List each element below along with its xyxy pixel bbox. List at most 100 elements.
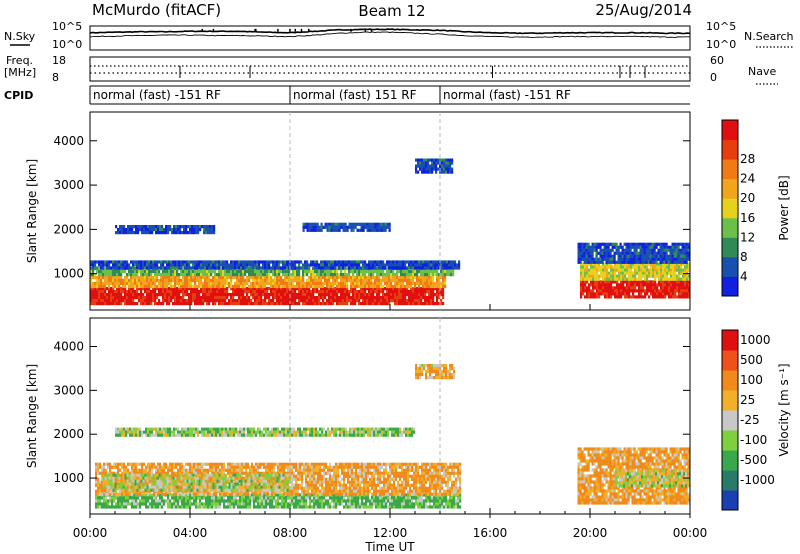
heatmap-cell	[344, 278, 347, 283]
heatmap-cell	[276, 302, 279, 306]
heatmap-cell	[408, 299, 411, 303]
heatmap-cell	[366, 225, 369, 229]
heatmap-cell	[126, 275, 129, 280]
heatmap-cell	[638, 271, 641, 275]
heatmap-cell	[166, 273, 169, 277]
heatmap-cell	[668, 280, 671, 284]
heatmap-cell	[624, 280, 627, 284]
heatmap-cell	[205, 231, 208, 235]
heatmap-cell	[644, 262, 647, 266]
heatmap-cell	[321, 496, 324, 500]
heatmap-cell	[210, 270, 213, 274]
heatmap-cell	[420, 287, 423, 291]
heatmap-cell	[686, 286, 689, 290]
heatmap-cell	[109, 499, 112, 503]
heatmap-cell	[224, 260, 227, 264]
heatmap-cell	[594, 274, 597, 278]
heatmap-cell	[674, 295, 677, 299]
heatmap-cell	[128, 263, 131, 267]
heatmap-cell	[586, 268, 589, 272]
heatmap-cell	[218, 270, 221, 274]
heatmap-cell	[618, 268, 621, 272]
heatmap-cell	[153, 225, 156, 229]
heatmap-cell	[134, 278, 137, 283]
heatmap-cell	[445, 164, 448, 168]
heatmap-cell	[629, 248, 632, 252]
heatmap-cell	[95, 477, 98, 481]
heatmap-cell	[667, 248, 670, 252]
heatmap-cell	[672, 295, 675, 299]
heatmap-cell	[635, 254, 638, 258]
heatmap-cell	[254, 270, 257, 274]
heatmap-cell	[236, 284, 239, 289]
heatmap-cell	[330, 270, 333, 274]
heatmap-cell	[193, 496, 196, 500]
heatmap-cell	[592, 262, 595, 266]
heatmap-cell	[662, 286, 665, 290]
heatmap-cell	[620, 277, 623, 281]
heatmap-cell	[609, 242, 612, 246]
heatmap-cell	[392, 296, 395, 300]
heatmap-cell	[600, 268, 603, 272]
heatmap-cell	[436, 287, 439, 291]
heatmap-cell	[602, 283, 605, 287]
heatmap-cell	[591, 245, 594, 249]
heatmap-cell	[358, 263, 361, 267]
heatmap-cell	[108, 278, 111, 283]
heatmap-cell	[92, 290, 95, 294]
heatmap-cell	[654, 262, 657, 266]
heatmap-cell	[168, 273, 171, 277]
heatmap-cell	[419, 164, 422, 168]
heatmap-cell	[98, 260, 101, 264]
heatmap-cell	[436, 273, 439, 277]
heatmap-cell	[332, 275, 335, 280]
heatmap-cell	[374, 296, 377, 300]
heatmap-cell	[342, 273, 345, 277]
heatmap-cell	[656, 271, 659, 275]
heatmap-cell	[668, 289, 671, 293]
heatmap-cell	[352, 222, 355, 226]
heatmap-cell	[147, 228, 150, 232]
heatmap-cell	[413, 496, 416, 500]
heatmap-cell	[150, 266, 153, 270]
heatmap-cell	[220, 278, 223, 283]
heatmap-cell	[104, 299, 107, 303]
heatmap-cell	[132, 287, 135, 291]
heatmap-cell	[292, 273, 295, 277]
heatmap-cell	[678, 277, 681, 281]
heatmap-cell	[199, 502, 202, 506]
heatmap-cell	[269, 505, 272, 509]
heatmap-cell	[425, 170, 428, 174]
heatmap-cell	[156, 287, 159, 291]
heatmap-cell	[416, 275, 419, 280]
heatmap-cell	[278, 260, 281, 264]
heatmap-cell	[688, 283, 690, 287]
heatmap-cell	[366, 275, 369, 280]
heatmap-cell	[682, 283, 685, 287]
heatmap-cell	[344, 299, 347, 303]
heatmap-cell	[670, 289, 673, 293]
heatmap-cell	[260, 296, 263, 300]
heatmap-cell	[672, 280, 675, 284]
heatmap-cell	[116, 299, 119, 303]
heatmap-cell	[101, 471, 104, 475]
heatmap-cell	[312, 290, 315, 294]
heatmap-cell	[138, 270, 141, 274]
heatmap-cell	[94, 266, 97, 270]
heatmap-cell	[184, 284, 187, 289]
heatmap-cell	[136, 273, 139, 277]
heatmap-cell	[185, 502, 188, 506]
heatmap-cell	[145, 225, 148, 229]
heatmap-cell	[441, 170, 444, 174]
heatmap-cell	[308, 290, 311, 294]
heatmap-cell	[244, 290, 247, 294]
heatmap-cell	[640, 295, 643, 299]
heatmap-cell	[402, 278, 405, 283]
heatmap-cell	[662, 280, 665, 284]
heatmap-cell	[647, 242, 650, 246]
heatmap-cell	[137, 502, 140, 506]
heatmap-cell	[604, 292, 607, 296]
heatmap-cell	[110, 302, 113, 306]
heatmap-cell	[434, 260, 437, 264]
heatmap-cell	[612, 289, 615, 293]
